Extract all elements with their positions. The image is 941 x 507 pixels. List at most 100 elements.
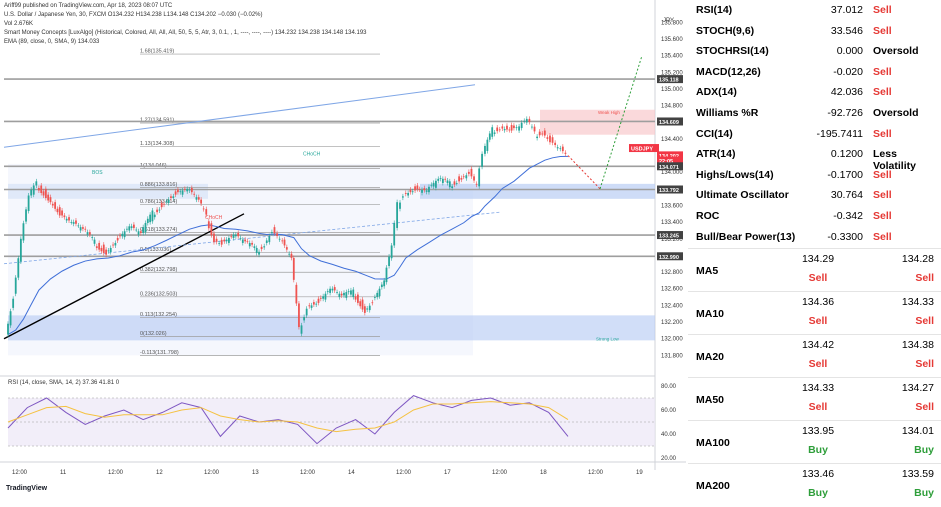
price-tick-label: 132.600 bbox=[661, 287, 683, 293]
indicator-action: Sell bbox=[873, 168, 892, 181]
fib-level-label: 1.68(135.419) bbox=[140, 49, 174, 55]
price-mark-box bbox=[657, 185, 683, 194]
candle-body bbox=[455, 183, 458, 184]
candle-body bbox=[350, 290, 352, 295]
candle-body bbox=[265, 240, 268, 243]
candle-body bbox=[17, 258, 20, 278]
candle-body bbox=[237, 232, 240, 237]
candle-body bbox=[91, 237, 94, 238]
time-tick-label: 18 bbox=[540, 470, 547, 476]
candle-body bbox=[465, 175, 468, 179]
candle-body bbox=[368, 305, 371, 311]
ma-simple-value: 134.42 bbox=[801, 339, 835, 351]
candle-body bbox=[416, 185, 419, 190]
ma-name: MA200 bbox=[696, 480, 730, 492]
candle-body bbox=[7, 323, 9, 335]
candle-body bbox=[246, 241, 249, 243]
candle-body bbox=[393, 222, 396, 246]
candle-body bbox=[234, 234, 237, 237]
candle-body bbox=[458, 176, 460, 182]
candle-body bbox=[218, 243, 221, 245]
currency-label: JPY bbox=[663, 18, 674, 24]
candle-body bbox=[100, 247, 103, 252]
fib-level-label: 0(132.026) bbox=[140, 331, 167, 337]
indicator-value: -195.7411 bbox=[816, 127, 863, 140]
indicator-row: Ultimate Oscillator 30.764 Sell bbox=[688, 185, 941, 206]
candle-body bbox=[14, 277, 17, 294]
price-tick-label: 132.400 bbox=[661, 303, 683, 309]
indicator-name: Bull/Bear Power(13) bbox=[696, 230, 796, 243]
candle-body bbox=[19, 238, 22, 262]
ma-simple-action: Sell bbox=[808, 315, 828, 327]
candle-body bbox=[37, 188, 40, 191]
candle-body bbox=[363, 306, 366, 313]
indicator-row: Highs/Lows(14) -0.1700 Sell bbox=[688, 165, 941, 186]
candle-body bbox=[380, 284, 383, 288]
candle-body bbox=[528, 118, 531, 122]
candle-body bbox=[515, 127, 518, 129]
candle-body bbox=[423, 188, 426, 191]
candle-body bbox=[376, 292, 379, 298]
price-chart[interactable]: 1.68(135.419) 1.27(134.591) 1.13(134.308) 1… bbox=[0, 0, 686, 501]
candle-body bbox=[139, 231, 142, 233]
symbol-line: U.S. Dollar / Japanese Yen, 30, FXCM O13… bbox=[4, 12, 263, 18]
price-tick-label: 133.600 bbox=[661, 203, 683, 209]
indicator-row: STOCH(9,6) 33.546 Sell bbox=[688, 21, 941, 42]
candle-body bbox=[126, 228, 128, 230]
candle-body bbox=[123, 231, 126, 238]
candle-body bbox=[322, 296, 325, 299]
ma-exponential-value: 134.33 bbox=[901, 296, 934, 308]
time-tick-label: 12 bbox=[156, 470, 163, 476]
ma-exponential-value: 134.27 bbox=[901, 382, 934, 394]
candle-body bbox=[207, 221, 210, 229]
ma-name: MA100 bbox=[696, 437, 730, 449]
candle-body bbox=[165, 201, 168, 203]
candle-body bbox=[281, 240, 284, 242]
candle-body bbox=[531, 126, 533, 128]
candle-body bbox=[244, 239, 247, 242]
price-tick-label: 135.600 bbox=[661, 37, 683, 43]
candle-body bbox=[27, 195, 30, 212]
technical-summary-panel: RSI(14) 37.012 Sell STOCH(9,6) 33.546 Sell STO… bbox=[688, 0, 941, 501]
candle-body bbox=[102, 244, 105, 253]
candle-body bbox=[554, 142, 557, 145]
candle-body bbox=[68, 217, 70, 221]
ma-exponential-action: Buy bbox=[914, 487, 934, 499]
candle-body bbox=[205, 209, 208, 215]
trendline-upper bbox=[3, 84, 476, 148]
candle-body bbox=[425, 190, 428, 192]
candle-body bbox=[228, 237, 230, 243]
candle-body bbox=[533, 126, 536, 132]
indicator-action: Sell bbox=[873, 86, 892, 99]
indicator-value: -0.020 bbox=[833, 65, 863, 78]
candle-body bbox=[411, 191, 414, 193]
candle-body bbox=[409, 189, 412, 193]
ma-exponential-action: Sell bbox=[915, 315, 934, 327]
candle-body bbox=[25, 209, 27, 222]
candle-body bbox=[253, 246, 256, 248]
demand-zone bbox=[420, 183, 655, 199]
ema-line: EMA (89, close, 0, SMA, 9) 134.033 bbox=[4, 39, 100, 45]
indicator-row: MACD(12,26) -0.020 Sell bbox=[688, 62, 941, 83]
candle-body bbox=[546, 137, 549, 139]
indicator-row: Bull/Bear Power(13) -0.3300 Sell bbox=[688, 227, 941, 248]
candle-body bbox=[84, 228, 87, 230]
candle-body bbox=[371, 302, 374, 304]
candle-body bbox=[119, 235, 121, 237]
candle-body bbox=[130, 226, 133, 228]
candle-body bbox=[549, 135, 551, 143]
indicator-value: 42.036 bbox=[830, 86, 863, 99]
price-mark-box bbox=[657, 252, 683, 261]
candle-body bbox=[475, 183, 478, 185]
price-mark-label: 133.792 bbox=[659, 188, 679, 194]
fib-level-label: 0.382(132.798) bbox=[140, 267, 177, 273]
candle-body bbox=[404, 193, 407, 194]
chart-panel: 1.68(135.419) 1.27(134.591) 1.13(134.308) 1… bbox=[0, 0, 686, 501]
rsi-series-line bbox=[7, 401, 569, 433]
trendline-black bbox=[3, 213, 245, 340]
candle-body bbox=[336, 292, 338, 293]
candle-body bbox=[317, 298, 320, 303]
ma-simple-value: 134.36 bbox=[801, 296, 835, 308]
candle-body bbox=[340, 293, 343, 296]
candle-body bbox=[181, 190, 184, 195]
